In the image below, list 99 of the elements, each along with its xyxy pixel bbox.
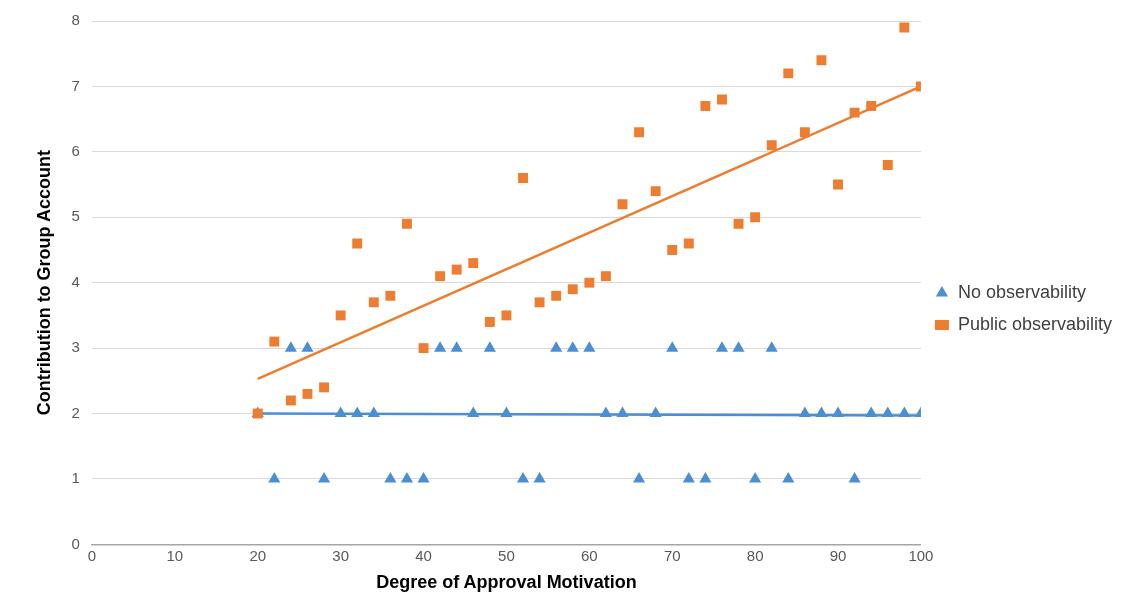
y-tick-label: 1 [71,469,80,487]
point [633,471,646,483]
point [881,406,894,418]
x-tick-label: 30 [332,546,349,564]
point [484,317,495,327]
y-tick-label: 7 [71,76,80,94]
point [384,471,397,483]
x-tick-label: 60 [580,546,598,564]
point [534,297,545,308]
point [467,406,480,418]
legend-label: No observability [957,281,1086,302]
point [616,406,629,418]
point [617,199,628,210]
point [683,238,694,249]
point [468,258,479,269]
point [634,127,645,138]
point [715,341,729,352]
point [351,406,364,418]
point [319,382,330,393]
point [816,55,827,66]
point [566,341,579,352]
point [501,310,512,321]
point [435,271,446,282]
x-tick-label: 70 [663,546,681,564]
point [334,406,347,418]
point [667,245,678,255]
point [899,22,910,33]
point [551,290,562,301]
y-tick-label: 4 [71,272,80,290]
x-tick-label: 10 [166,546,184,564]
point [483,341,496,352]
point [368,297,379,308]
y-tick-label: 8 [71,11,80,29]
point [700,101,711,111]
x-tick-label: 100 [908,546,934,564]
point [450,341,463,352]
point [301,341,314,352]
point [417,471,430,483]
point [650,186,661,197]
point [599,406,612,418]
y-tick-label: 0 [71,534,80,552]
point [866,101,877,111]
x-tick-label: 50 [498,546,515,564]
x-tick-label: 80 [746,546,764,564]
point [583,341,596,352]
point [849,107,860,118]
point [882,159,893,170]
y-tick-label: 6 [71,141,80,159]
point [500,406,513,418]
point [567,284,578,295]
point [550,341,563,352]
legend-label: Public observability [957,313,1113,334]
point [815,406,828,418]
point [699,471,712,483]
point [434,341,447,352]
y-axis-title: Contribution to Group Account [33,150,54,416]
x-tick-label: 90 [829,546,847,564]
point [733,218,744,229]
x-axis-title: Degree of Approval Motivation [376,572,637,593]
point [367,406,380,418]
point [865,406,878,418]
point [269,336,280,347]
point [732,341,745,352]
point [848,471,861,483]
point [518,173,528,183]
point [750,212,761,223]
point [584,277,595,288]
y-tick-label: 5 [71,207,80,225]
point [649,406,662,418]
point [284,341,297,352]
x-tick-label: 20 [249,546,267,564]
point [268,471,281,483]
point [783,68,794,79]
point [765,341,778,352]
point [666,341,679,352]
point [798,406,811,418]
point [352,238,363,249]
point [717,94,727,105]
x-tick-label: 0 [87,546,97,564]
point [898,406,911,418]
point [533,471,546,483]
point [799,127,810,138]
point [418,343,429,354]
point [335,310,346,321]
y-tick-label: 2 [71,403,80,421]
point [285,395,296,406]
point [782,471,795,483]
point [385,290,396,301]
x-tick-label: 40 [415,546,432,564]
y-tick-label: 3 [71,338,80,356]
point [302,388,313,399]
point [400,471,414,483]
point [451,264,462,275]
point [766,140,777,151]
point [600,271,611,282]
point [833,179,843,190]
point [682,471,695,483]
point [831,406,845,418]
point [402,218,412,229]
